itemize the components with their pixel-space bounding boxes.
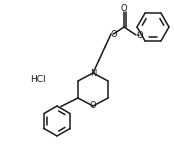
Text: HCl: HCl: [30, 75, 46, 84]
Text: O: O: [111, 29, 117, 38]
Text: O: O: [136, 30, 143, 39]
Text: O: O: [90, 101, 96, 110]
Text: O: O: [121, 4, 127, 13]
Text: N: N: [90, 68, 96, 77]
